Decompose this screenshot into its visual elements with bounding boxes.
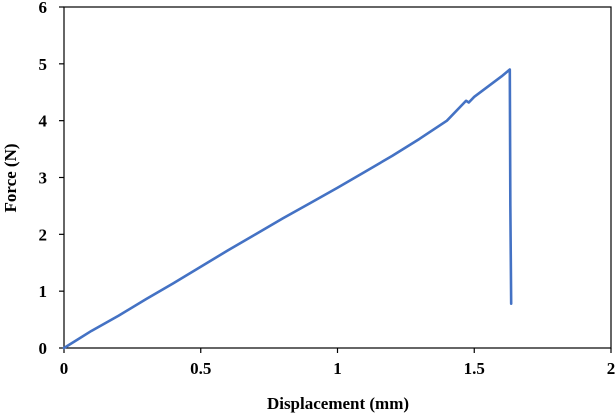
y-tick-label: 5 [39, 55, 48, 74]
y-tick-label: 2 [39, 225, 48, 244]
y-tick-label: 0 [39, 339, 48, 358]
x-tick-label: 0 [60, 359, 69, 378]
x-tick-label: 0.5 [190, 359, 211, 378]
ticks: 0 0.5 1 1.5 2 0 1 2 3 4 5 6 [39, 0, 616, 378]
x-tick-label: 1.5 [464, 359, 485, 378]
series-layer [62, 68, 513, 350]
y-tick-label: 1 [39, 282, 48, 301]
axes [63, 6, 612, 349]
plot-frame [63, 6, 612, 349]
y-tick-label: 3 [39, 169, 48, 188]
y-tick-label: 6 [39, 0, 48, 17]
y-axis-title: Force (N) [1, 143, 20, 212]
y-tick-label: 4 [39, 112, 48, 131]
series-line [62, 68, 513, 350]
x-tick-label: 1 [333, 359, 342, 378]
x-axis-title: Displacement (mm) [267, 394, 409, 413]
x-tick-label: 2 [607, 359, 616, 378]
